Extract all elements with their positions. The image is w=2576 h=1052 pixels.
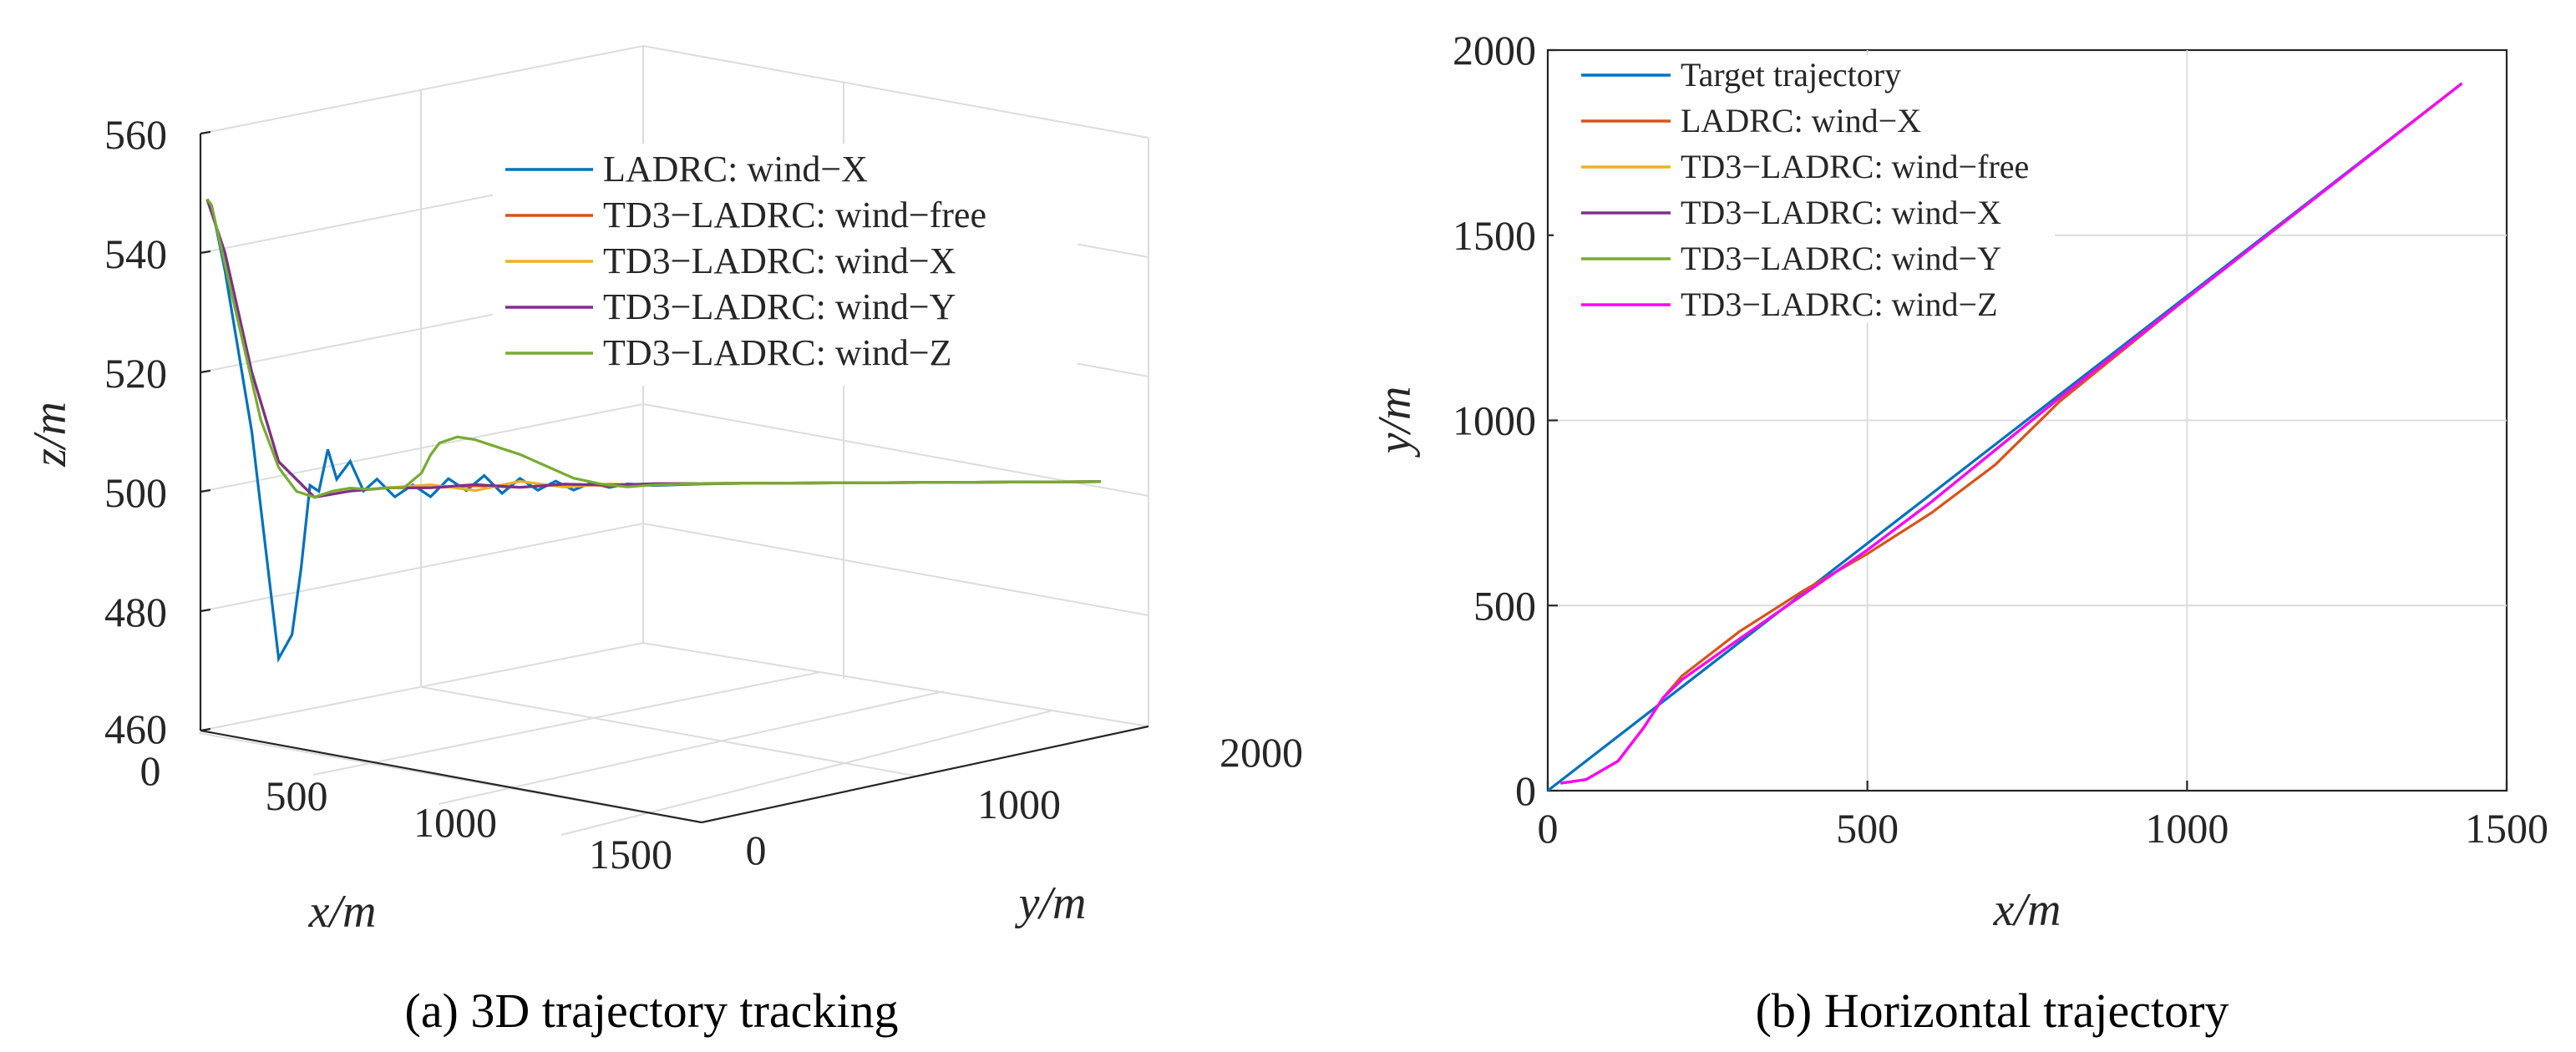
legend-2d: Target trajectory LADRC: wind−X TD3−LADRC:…	[1554, 55, 2055, 323]
z-tick: 500	[104, 469, 167, 516]
legend-label: TD3−LADRC: wind−Y	[1681, 240, 2001, 277]
legend-label: LADRC: wind−X	[603, 149, 868, 190]
legend-label: TD3−LADRC: wind−Z	[1681, 286, 1998, 323]
x-tick: 500	[266, 772, 328, 819]
z-tick: 460	[104, 706, 167, 752]
x-tick: 0	[140, 747, 161, 794]
x-tick: 1500	[589, 831, 672, 878]
legend-box	[1554, 55, 2055, 322]
y-tick: 500	[1473, 582, 1536, 629]
x-tick: 0	[1538, 805, 1559, 852]
legend-label: TD3−LADRC: wind−X	[603, 240, 956, 281]
y-tick: 2000	[1220, 729, 1303, 776]
legend-label: TD3−LADRC: wind−Z	[603, 332, 952, 373]
x-tick: 1000	[413, 799, 497, 846]
panel-3d-trajectory: 560 540 520 500 480 460 0 500 1000 1500 …	[24, 45, 1303, 1038]
legend-box	[493, 144, 1078, 386]
legend-3d: LADRC: wind−X TD3−LADRC: wind−free TD3−LAD…	[493, 144, 1078, 386]
series-line-3d	[205, 198, 1102, 499]
y-axis-label: y/m	[1015, 878, 1087, 929]
x-tick: 500	[1836, 805, 1899, 852]
y-tick: 1500	[1453, 212, 1536, 259]
3d-axes	[199, 130, 1149, 824]
z-axis-label: z/m	[24, 402, 76, 468]
y-tick: 0	[1515, 767, 1536, 814]
y-tick: 1000	[977, 781, 1061, 827]
y-tick: 0	[746, 827, 767, 873]
z-tick: 520	[104, 350, 167, 397]
z-tick: 480	[104, 589, 167, 635]
y-axis-label: y/m	[1369, 387, 1421, 458]
x-tick: 1500	[2465, 805, 2548, 852]
y-tick: 1000	[1453, 397, 1536, 444]
z-tick: 560	[104, 111, 167, 158]
legend-label: TD3−LADRC: wind−free	[1681, 148, 2029, 185]
z-tick: 540	[104, 230, 167, 277]
x-tick: 1000	[2145, 805, 2229, 852]
legend-label: TD3−LADRC: wind−free	[603, 195, 986, 235]
3d-tick-labels: 560 540 520 500 480 460 0 500 1000 1500 …	[104, 111, 1303, 878]
panel-horizontal-trajectory: 0 500 1000 1500 0 500 1000 1500 2000 Target traj…	[1369, 27, 2548, 1038]
caption-a: (a) 3D trajectory tracking	[405, 984, 899, 1038]
legend-label: LADRC: wind−X	[1681, 102, 1921, 139]
caption-b: (b) Horizontal trajectory	[1756, 984, 2229, 1038]
tick-labels: 0 500 1000 1500 0 500 1000 1500 2000	[1453, 27, 2548, 852]
2d-curves	[1547, 82, 2463, 792]
y-tick: 2000	[1453, 27, 1536, 73]
3d-curves	[205, 198, 1102, 663]
legend-label: TD3−LADRC: wind−X	[1681, 194, 2001, 231]
x-axis-label: x/m	[308, 886, 377, 938]
legend-label: TD3−LADRC: wind−Y	[603, 286, 956, 327]
series-line-2d	[1560, 82, 2463, 785]
legend-label: Target trajectory	[1681, 56, 1901, 94]
x-axis-label: x/m	[1993, 884, 2061, 936]
